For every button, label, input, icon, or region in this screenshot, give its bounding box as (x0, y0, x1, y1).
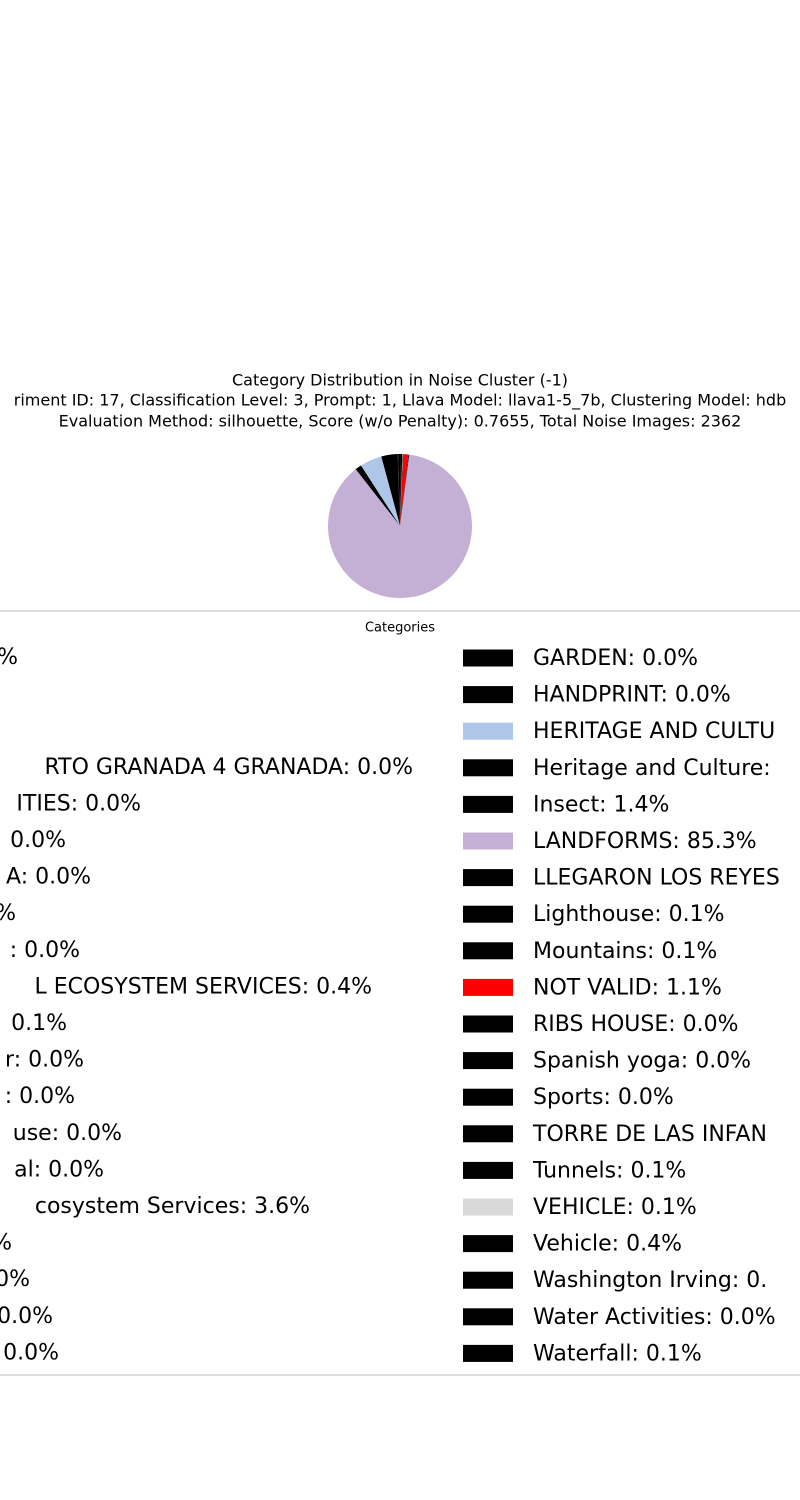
legend-label: Spanish yoga: 0.0% (533, 1049, 751, 1074)
legend-swatch (463, 722, 513, 740)
legend-swatch (463, 978, 513, 996)
legend-label: Washington Irving: 0. (533, 1268, 767, 1293)
legend-label: Insect: 1.4% (533, 792, 669, 817)
legend-label: Water Activities: 0.0% (533, 1305, 776, 1330)
legend-swatch (463, 905, 513, 923)
pie-slice (355, 465, 400, 526)
legend-label: RTO GRANADA 4 GRANADA: 0.0% (44, 755, 413, 780)
legend-label: r: 0.0% (5, 1048, 84, 1073)
chart-subtitle: Evaluation Method: silhouette, Score (w/… (59, 412, 742, 431)
legend-swatch (463, 1088, 513, 1106)
legend-swatch (463, 1015, 513, 1033)
legend-swatch (463, 1125, 513, 1143)
legend-label: GARDEN: 0.0% (533, 646, 698, 671)
pie-slice (398, 454, 400, 526)
pie-slice (400, 454, 403, 526)
legend-swatch (463, 795, 513, 813)
pie-slice (397, 454, 400, 526)
chart-title: Category Distribution in Noise Cluster (… (232, 371, 568, 390)
legend-label: NOT VALID: 1.1% (533, 975, 722, 1000)
pie-slice (381, 454, 400, 526)
legend-label: A: 0.0% (6, 865, 91, 890)
legend-swatch (463, 832, 513, 850)
legend-label: HANDPRINT: 0.0% (533, 683, 731, 708)
legend-label: 0.0% (0, 1304, 53, 1329)
legend-swatch (463, 869, 513, 887)
legend-label: L ECOSYSTEM SERVICES: 0.4% (34, 974, 372, 999)
pie-slice (400, 454, 410, 526)
legend-label: % (0, 1231, 12, 1256)
legend-label: use: 0.0% (13, 1121, 122, 1146)
legend-label: RIBS HOUSE: 0.0% (533, 1012, 739, 1037)
legend-title: Categories (365, 621, 435, 636)
legend-swatch (463, 1308, 513, 1326)
legend-swatch (463, 759, 513, 777)
pie-slice (400, 454, 409, 526)
legend-label: 0.0% (3, 1340, 59, 1365)
pie-slice (400, 454, 404, 526)
legend-label: 0.0% (10, 828, 66, 853)
legend-label: HERITAGE AND CULTU (533, 719, 775, 744)
legend-label: LANDFORMS: 85.3% (533, 829, 757, 854)
legend-label: Sports: 0.0% (533, 1085, 674, 1110)
legend-label: Heritage and Culture: (533, 756, 771, 781)
legend-swatch (463, 1161, 513, 1179)
pie-slice (400, 454, 403, 526)
legend-label: cosystem Services: 3.6% (35, 1194, 310, 1219)
legend-swatch (463, 1052, 513, 1070)
legend-swatch (463, 1198, 513, 1216)
legend-label: TORRE DE LAS INFAN (532, 1122, 767, 1147)
legend-swatch (463, 649, 513, 667)
pie-slice (400, 454, 409, 526)
legend-label: 0.1% (11, 1011, 67, 1036)
legend-label: : 0.0% (5, 1084, 75, 1109)
pie (328, 454, 472, 599)
legend-label: Lighthouse: 0.1% (533, 902, 725, 927)
legend-label: 0% (0, 1267, 30, 1292)
chart-subtitle: riment ID: 17, Classification Level: 3, … (14, 391, 786, 411)
legend-label: : 0.0% (10, 938, 80, 963)
legend-label: Mountains: 0.1% (533, 939, 717, 964)
legend-swatch (463, 1271, 513, 1289)
legend-label: Vehicle: 0.4% (533, 1232, 682, 1257)
legend-label: al: 0.0% (14, 1157, 104, 1182)
legend-label: ITIES: 0.0% (16, 791, 141, 816)
pie-slice (328, 454, 472, 599)
legend-label: Tunnels: 0.1% (532, 1158, 686, 1183)
legend-swatch (463, 686, 513, 704)
legend-label: Waterfall: 0.1% (533, 1341, 702, 1366)
legend-label: % (0, 901, 16, 926)
legend-swatch (463, 942, 513, 960)
legend-label: LLEGARON LOS REYES (533, 866, 780, 891)
pie-slice (360, 456, 400, 526)
legend-label: % (0, 645, 18, 670)
legend-swatch (463, 1344, 513, 1362)
legend-label: VEHICLE: 0.1% (533, 1195, 697, 1220)
legend-swatch (463, 1235, 513, 1253)
